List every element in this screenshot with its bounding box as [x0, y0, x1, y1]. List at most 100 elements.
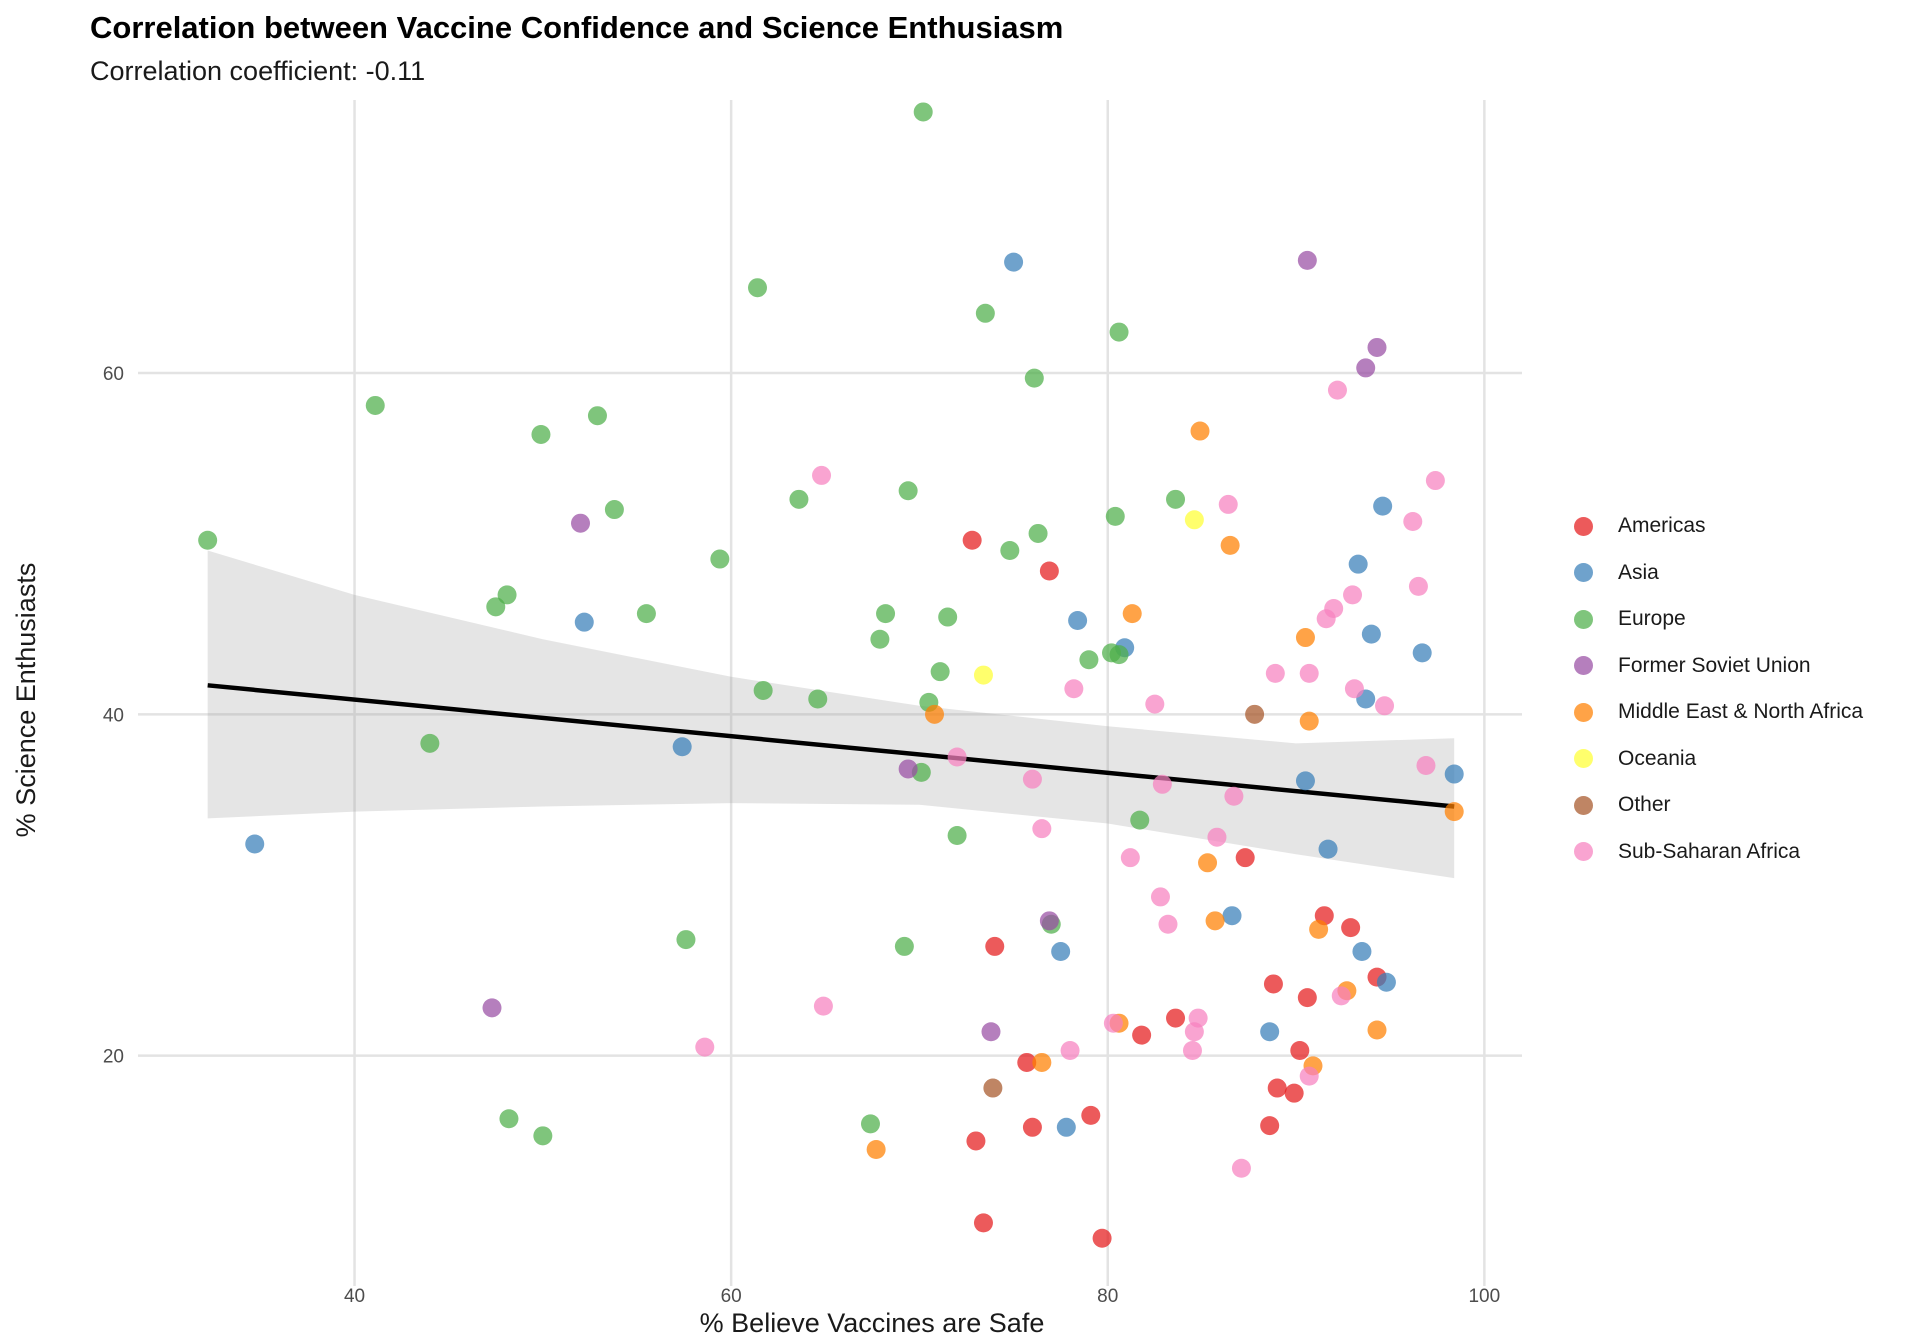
data-point: [1260, 1022, 1280, 1042]
data-point: [1260, 1116, 1280, 1136]
data-point: [672, 737, 692, 757]
data-point: [497, 585, 517, 605]
x-axis-label: % Believe Vaccines are Safe: [700, 1308, 1045, 1338]
data-point: [587, 406, 607, 426]
data-point: [1032, 819, 1052, 839]
data-point: [1220, 535, 1240, 555]
data-point: [482, 998, 502, 1018]
data-point: [1284, 1083, 1304, 1103]
data-point: [1344, 679, 1364, 699]
data-point: [983, 1078, 1003, 1098]
data-point: [1299, 1066, 1319, 1086]
data-point: [1263, 974, 1283, 994]
legend-item: Americas: [1570, 503, 1863, 550]
x-tick-label: 100: [1468, 1286, 1500, 1307]
data-point: [1331, 986, 1351, 1006]
data-point: [1408, 576, 1428, 596]
data-point: [1218, 494, 1238, 514]
data-point: [1032, 1052, 1052, 1072]
data-point: [1267, 1078, 1287, 1098]
data-point: [1231, 1158, 1251, 1178]
data-point: [1403, 511, 1423, 531]
data-point: [531, 424, 551, 444]
legend-label: Other: [1618, 793, 1671, 817]
legend-swatch: [1574, 516, 1593, 536]
legend-item: Middle East & North Africa: [1570, 689, 1863, 736]
data-point: [1166, 489, 1186, 509]
data-point: [1103, 1013, 1123, 1033]
data-point: [1356, 358, 1376, 378]
data-point: [947, 825, 967, 845]
data-point: [981, 1022, 1001, 1042]
data-point: [1004, 252, 1024, 272]
data-point: [1120, 848, 1140, 868]
data-point: [966, 1131, 986, 1151]
confidence-band-layer: [207, 550, 1455, 879]
data-point: [1152, 774, 1172, 794]
data-point: [1105, 506, 1125, 526]
data-point: [1000, 541, 1020, 561]
data-point: [1412, 643, 1432, 663]
confidence-band: [207, 550, 1455, 879]
data-point: [1068, 610, 1088, 630]
data-point: [1341, 918, 1361, 938]
data-point: [1190, 421, 1210, 441]
data-point: [866, 1139, 886, 1159]
chart-subtitle: Correlation coefficient: -0.11: [90, 56, 426, 86]
data-point: [365, 395, 385, 415]
y-tick-label: 40: [103, 705, 124, 726]
legend-item: Sub-Saharan Africa: [1570, 829, 1863, 876]
legend-swatch: [1574, 795, 1593, 815]
data-point: [574, 612, 594, 632]
y-tick-label: 20: [103, 1047, 124, 1068]
data-point: [1109, 322, 1129, 342]
data-point: [1109, 645, 1129, 665]
data-point: [812, 465, 832, 485]
data-point: [1375, 696, 1395, 716]
legend-swatch: [1574, 842, 1593, 862]
data-point: [973, 665, 993, 685]
grid-lines: [138, 100, 1522, 1286]
data-point: [985, 936, 1005, 956]
data-point: [913, 102, 933, 122]
data-point: [1299, 663, 1319, 683]
chart-title: Correlation between Vaccine Confidence a…: [90, 10, 1064, 45]
data-point: [420, 733, 440, 753]
x-tick-label: 60: [721, 1286, 742, 1307]
data-point: [898, 759, 918, 779]
data-point: [1376, 972, 1396, 992]
data-point: [1145, 694, 1165, 714]
data-point: [1295, 628, 1315, 648]
legend-swatch: [1574, 563, 1593, 583]
data-point: [499, 1109, 519, 1129]
data-point: [1361, 624, 1381, 644]
data-point: [1207, 827, 1227, 847]
data-point: [1056, 1117, 1076, 1137]
data-point: [198, 530, 218, 550]
data-point: [1022, 1117, 1042, 1137]
data-point: [860, 1114, 880, 1134]
legend-item: Europe: [1570, 596, 1863, 643]
data-point: [604, 500, 624, 520]
data-point: [1425, 471, 1445, 491]
legend-label: Americas: [1618, 514, 1706, 538]
data-point: [1444, 764, 1464, 784]
data-point: [1290, 1041, 1310, 1061]
data-point: [1081, 1105, 1101, 1125]
data-point: [1245, 704, 1265, 724]
legend-label: Sub-Saharan Africa: [1618, 839, 1801, 863]
legend-item: Oceania: [1570, 736, 1863, 783]
legend-item: Former Soviet Union: [1570, 643, 1863, 690]
data-point: [925, 704, 945, 724]
x-tick-label: 40: [344, 1286, 365, 1307]
y-tick-label: 60: [103, 364, 124, 385]
data-point: [973, 1213, 993, 1233]
data-point: [813, 996, 833, 1016]
data-point: [1166, 1008, 1186, 1028]
data-point: [975, 303, 995, 323]
data-point: [1318, 839, 1338, 859]
data-point: [1060, 1041, 1080, 1061]
data-point: [876, 604, 896, 624]
data-point: [1184, 510, 1204, 530]
